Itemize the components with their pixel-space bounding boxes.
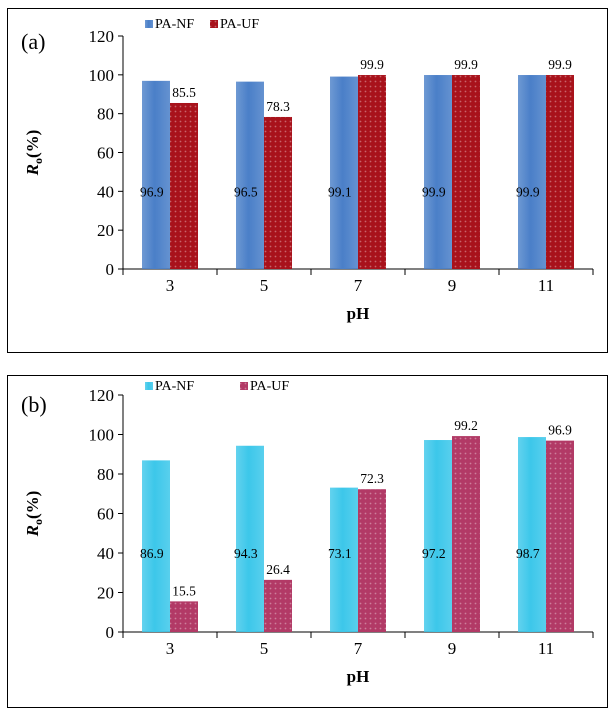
y-tick-label: 40 xyxy=(97,544,114,563)
x-tick-label: 5 xyxy=(260,639,269,658)
data-label: 97.2 xyxy=(422,546,446,561)
y-axis-title-unit: (%) xyxy=(23,130,42,158)
bar-pa-nf-3 xyxy=(142,460,170,632)
data-label: 99.9 xyxy=(454,57,478,72)
data-label: 96.5 xyxy=(234,184,258,199)
bar-pa-uf-5 xyxy=(264,579,292,632)
y-axis-title-main: R xyxy=(23,164,42,176)
legend-label: PA-UF xyxy=(220,17,259,32)
y-tick-label: 100 xyxy=(89,66,115,85)
legend-label: PA-NF xyxy=(155,379,194,394)
y-tick-label: 80 xyxy=(97,105,114,124)
data-label: 98.7 xyxy=(516,546,540,561)
y-axis-title: Ro(%) xyxy=(23,491,45,538)
y-tick-label: 60 xyxy=(97,144,114,163)
y-tick-label: 100 xyxy=(89,426,115,445)
bar-pa-uf-11 xyxy=(546,440,574,632)
bar-pa-uf-3 xyxy=(170,601,198,632)
panel-label: (a) xyxy=(21,29,45,54)
panel-label: (b) xyxy=(21,392,47,417)
data-label: 78.3 xyxy=(266,99,290,114)
x-tick-label: 3 xyxy=(166,276,175,295)
y-axis-title-sub: o xyxy=(31,519,45,525)
y-axis-title-unit: (%) xyxy=(23,491,42,519)
bar-pa-uf-7 xyxy=(358,75,386,269)
y-tick-label: 60 xyxy=(97,505,114,524)
x-tick-label: 3 xyxy=(166,639,175,658)
y-axis-title-sub: o xyxy=(31,158,45,164)
legend-swatch xyxy=(145,20,153,28)
bar-pa-nf-11 xyxy=(518,437,546,632)
x-axis-title: pH xyxy=(347,304,370,323)
bar-chart-b: 0 20 40 60 80 100 120 3 5 7 9 11 86.9 94.3 73.1 97.2 98.… xyxy=(21,379,594,686)
bar-chart-a: 0 20 40 60 80 100 120 3 5 7 9 11 96.9 96.5 99.1 99.9 99.… xyxy=(21,17,594,323)
y-tick-label: 0 xyxy=(106,623,115,642)
y-tick-label: 20 xyxy=(97,221,114,240)
data-label: 99.9 xyxy=(360,57,384,72)
bar-pa-nf-11 xyxy=(518,75,546,269)
data-label: 86.9 xyxy=(140,546,164,561)
legend: PA-NF PA-UF xyxy=(145,379,289,394)
bar-pa-uf-9 xyxy=(452,436,480,632)
y-tick-label: 80 xyxy=(97,465,114,484)
x-axis-title: pH xyxy=(347,667,370,686)
data-label: 96.9 xyxy=(548,423,572,438)
y-tick-label: 20 xyxy=(97,584,114,603)
data-label: 99.2 xyxy=(454,418,478,433)
y-tick-label: 120 xyxy=(89,386,115,405)
x-tick-label: 11 xyxy=(538,276,554,295)
x-tick-label: 5 xyxy=(260,276,269,295)
legend-label: PA-NF xyxy=(155,17,194,32)
x-tick-label: 9 xyxy=(448,639,457,658)
y-tick-label: 40 xyxy=(97,182,114,201)
x-tick-label: 7 xyxy=(354,276,363,295)
bar-pa-nf-5 xyxy=(236,445,264,632)
legend-swatch xyxy=(210,20,218,28)
legend-swatch xyxy=(240,382,248,390)
legend-swatch xyxy=(145,382,153,390)
bar-pa-nf-7 xyxy=(330,76,358,269)
y-axis-title-main: R xyxy=(23,525,42,537)
bar-pa-uf-7 xyxy=(358,489,386,632)
bar-pa-uf-9 xyxy=(452,75,480,269)
x-tick-label: 7 xyxy=(354,639,363,658)
data-label: 72.3 xyxy=(360,471,384,486)
data-label: 96.9 xyxy=(140,184,164,199)
data-label: 26.4 xyxy=(266,562,290,577)
y-tick-label: 120 xyxy=(89,27,115,46)
data-label: 99.9 xyxy=(516,184,540,199)
bar-pa-uf-3 xyxy=(170,102,198,269)
x-tick-label: 11 xyxy=(538,639,554,658)
legend-label: PA-UF xyxy=(250,379,289,394)
bar-pa-nf-9 xyxy=(424,75,452,269)
data-label: 99.9 xyxy=(548,57,572,72)
chart-panel-b: 0 20 40 60 80 100 120 3 5 7 9 11 86.9 94.3 73.1 97.2 98.… xyxy=(7,375,608,708)
data-label: 73.1 xyxy=(328,546,352,561)
x-tick-label: 9 xyxy=(448,276,457,295)
data-label: 15.5 xyxy=(172,583,196,598)
data-label: 99.1 xyxy=(328,184,352,199)
bar-pa-uf-5 xyxy=(264,116,292,269)
data-label: 94.3 xyxy=(234,546,258,561)
bar-pa-nf-3 xyxy=(142,80,170,269)
y-axis-title: Ro(%) xyxy=(23,130,45,177)
data-label: 85.5 xyxy=(172,85,196,100)
bar-pa-nf-5 xyxy=(236,81,264,269)
legend: PA-NF PA-UF xyxy=(145,17,259,32)
bar-pa-uf-11 xyxy=(546,75,574,269)
bar-pa-nf-7 xyxy=(330,487,358,632)
y-tick-label: 0 xyxy=(106,260,115,279)
data-label: 99.9 xyxy=(422,184,446,199)
bar-pa-nf-9 xyxy=(424,440,452,632)
chart-panel-a: 0 20 40 60 80 100 120 3 5 7 9 11 96.9 96.5 99.1 99.9 99.… xyxy=(7,8,608,353)
